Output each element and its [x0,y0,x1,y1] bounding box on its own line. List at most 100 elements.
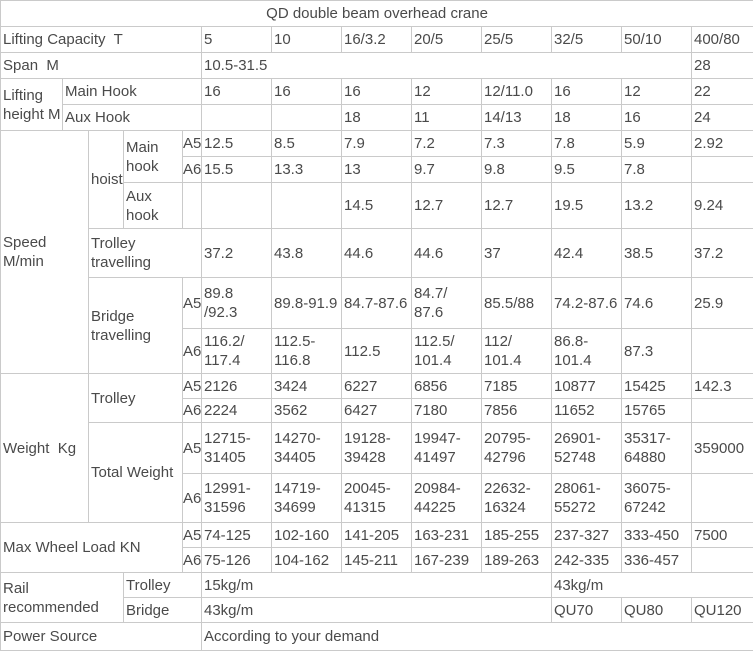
total-weight-a6-row: A6 12991-31596 14719-34699 20045-41315 2… [1,473,753,523]
hoist-main-a6-row: A6 15.5 13.3 13 9.7 9.8 9.5 7.8 [1,156,753,183]
grade-a5-label: A5 [182,522,202,548]
value-cell: 44.6 [341,228,412,278]
value-cell: 12.5 [201,130,272,157]
value-cell: 16 [341,78,412,105]
value-cell: 13.2 [621,182,692,229]
value-cell: 14270-34405 [271,422,342,474]
table-title: QD double beam overhead crane [0,0,753,27]
speed-label: Speed M/min [0,130,89,374]
capacity-col-header: 400/80 [690,26,753,53]
value-cell: 18 [341,104,412,131]
value-cell: 3562 [271,398,342,423]
value-cell: 15.5 [201,156,272,183]
value-cell: 242-335 [551,547,622,573]
value-cell: 12991-31596 [201,473,272,523]
value-cell: 14.5 [341,182,412,229]
value-cell [690,473,753,523]
value-cell: 24 [690,104,753,131]
value-cell: 14719-34699 [271,473,342,523]
value-cell [201,182,272,229]
value-cell: 28061-55272 [551,473,622,523]
weight-trolley-a5-row: Weight Kg Trolley A5 2126 3424 6227 6856… [0,373,753,523]
value-cell: 145-211 [341,547,412,573]
trolley-travelling-row: Trolley travelling 37.2 43.8 44.6 44.6 3… [1,228,753,278]
grade-a6-label: A6 [182,547,202,573]
value-cell: 13 [341,156,412,183]
value-cell: 9.8 [481,156,552,183]
capacity-col-header: 16/3.2 [341,26,412,53]
value-cell: 2126 [201,373,272,399]
aux-hook-height-row: Aux Hook 18 11 14/13 18 16 24 [1,104,753,131]
capacity-row: Lifting Capacity T 5 10 16/3.2 20/5 25/5… [0,26,753,53]
value-cell: 38.5 [621,228,692,278]
value-cell: 185-255 [481,522,552,548]
capacity-col-header: 10 [271,26,342,53]
value-cell: 7.2 [411,130,482,157]
value-cell: 6427 [341,398,412,423]
grade-a5-label: A5 [182,373,202,399]
rail-trolley-right-value: 43kg/m [550,572,753,598]
value-cell: 12715-31405 [201,422,272,474]
rail-bridge-left-value: 43kg/m [201,597,552,623]
value-cell: 7500 [690,522,753,548]
value-cell: 37 [481,228,552,278]
lifting-height-label: Lifting height M [0,78,63,131]
value-cell: 86.8- 101.4 [551,328,622,374]
value-cell: 19.5 [551,182,622,229]
value-cell: 19947-41497 [411,422,482,474]
grade-a6-label: A6 [182,156,202,183]
value-cell: 42.4 [551,228,622,278]
value-cell: 74.6 [621,277,692,329]
value-cell: 5.9 [621,130,692,157]
value-cell: 7180 [411,398,482,423]
value-cell: 12 [411,78,482,105]
value-cell: 333-450 [621,522,692,548]
value-cell: 112/ 101.4 [481,328,552,374]
value-cell: 7.3 [481,130,552,157]
value-cell: 15425 [621,373,692,399]
weight-trolley-a6-row: A6 2224 3562 6427 7180 7856 11652 15765 [1,398,753,423]
value-cell: 89.8-91.9 [271,277,342,329]
grade-a6-label: A6 [182,328,202,374]
speed-label-text: Speed M/min [3,234,47,270]
value-cell: 102-160 [271,522,342,548]
value-cell [690,156,753,183]
value-cell: 36075-67242 [621,473,692,523]
hoist-aux-hook-label: Aux hook [123,182,183,229]
rail-trolley-label: Trolley [123,572,202,598]
value-cell: 15765 [621,398,692,423]
value-cell: 11 [411,104,482,131]
value-cell: 7856 [481,398,552,423]
value-cell: 43.8 [271,228,342,278]
span-value-last: 28 [690,52,753,79]
value-cell: 84.7-87.6 [341,277,412,329]
hoist-main-hook-label: Main hook [123,130,183,183]
value-cell: 22632-16324 [481,473,552,523]
value-cell: 237-327 [551,522,622,548]
rail-qu70-cell: QU70 [551,597,622,623]
value-cell: 10877 [551,373,622,399]
hoist-aux-row: Aux hook 14.5 12.7 12.7 19.5 13.2 9.24 [1,182,753,229]
hoist-label: hoist [88,130,124,229]
value-cell: 2.92 [690,130,753,157]
value-cell: 20045-41315 [341,473,412,523]
value-cell: 7.9 [341,130,412,157]
bridge-travelling-label-text: Bridge travelling [91,307,152,344]
rail-trolley-row: Rail recommended Trolley 15kg/m 43kg/m [0,572,753,623]
lifting-capacity-label: Lifting Capacity T [0,26,202,53]
rail-label: Rail recommended [0,572,124,623]
value-cell: 22 [690,78,753,105]
value-cell [690,547,753,573]
grade-empty-cell [182,182,202,229]
value-cell: 26901-52748 [551,422,622,474]
value-cell: 116.2/ 117.4 [201,328,272,374]
value-cell: 16 [621,104,692,131]
power-source-value: According to your demand [200,622,753,651]
title-row: QD double beam overhead crane [0,0,753,27]
value-cell: 7185 [481,373,552,399]
value-cell: 25.9 [690,277,753,329]
rail-trolley-left-value: 15kg/m [201,572,552,598]
value-cell: 6856 [411,373,482,399]
value-cell: 18 [551,104,622,131]
